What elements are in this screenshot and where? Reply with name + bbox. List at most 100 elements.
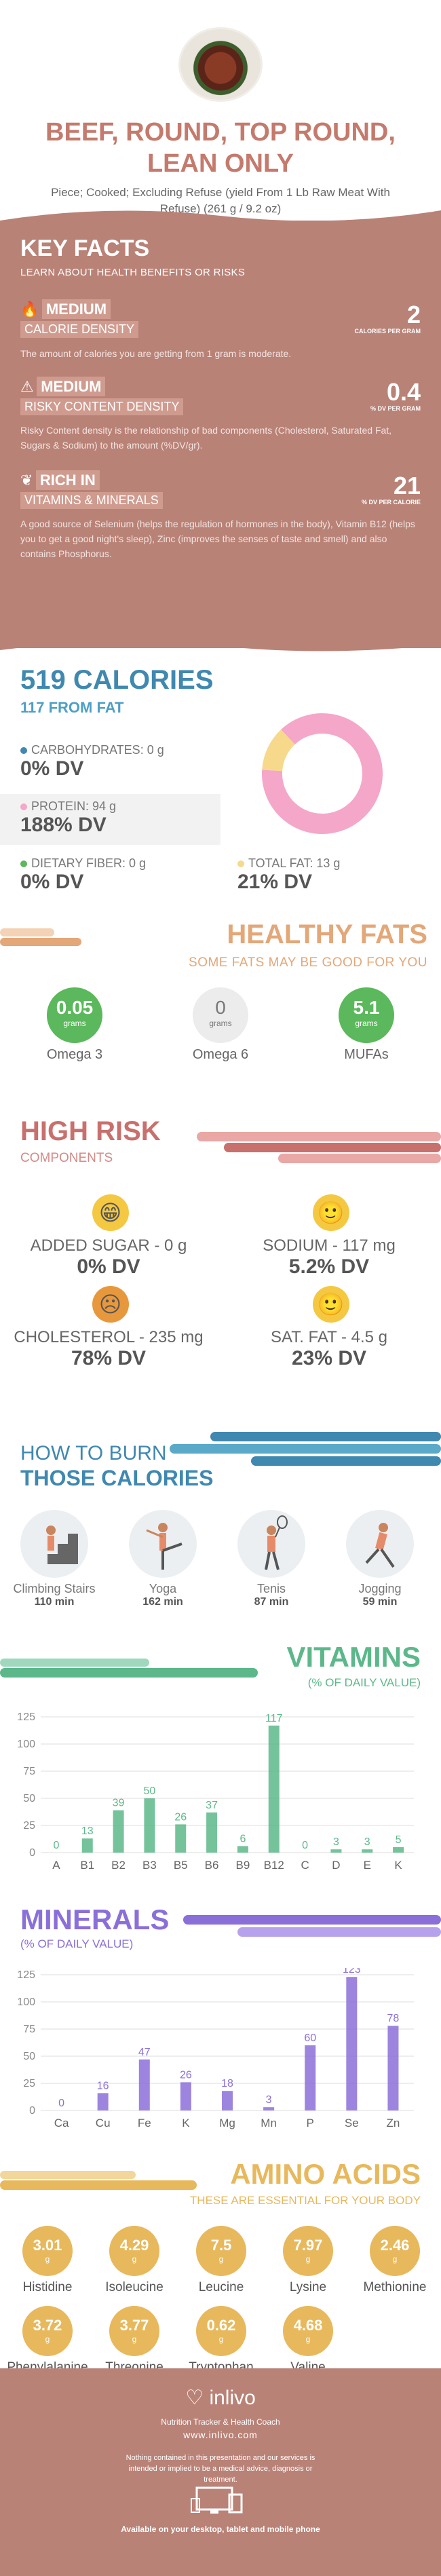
vitamins-value-label: 50 <box>144 1785 156 1797</box>
amino-unit: g <box>392 2254 398 2264</box>
minerals-value-label: 26 <box>180 2069 192 2081</box>
stairs-icon <box>20 1510 88 1578</box>
vitamins-bar <box>144 1798 155 1853</box>
sat-fat-label: SAT. FAT - 4.5 g <box>270 1328 388 1346</box>
amino-name: Isoleucine <box>105 2280 164 2294</box>
footer: ♡ inlivo Nutrition Tracker & Health Coac… <box>0 2368 441 2576</box>
amino-circle: 4.68 g <box>283 2306 333 2356</box>
burn-title-line2: THOSE CALORIES <box>20 1466 214 1490</box>
calorie-density-level: MEDIUM <box>41 299 111 319</box>
vitamins-xtick: B3 <box>142 1859 157 1872</box>
vitamins-xtick: B6 <box>205 1859 219 1872</box>
added-sugar-label: ADDED SUGAR - 0 g <box>30 1236 187 1255</box>
tennis-minutes: 87 min <box>254 1596 289 1608</box>
vitamins-value-label: 117 <box>265 1713 283 1724</box>
yoga-minutes: 162 min <box>142 1596 183 1608</box>
carbs-dot-icon <box>20 747 27 755</box>
vitamins-xtick: K <box>394 1859 402 1872</box>
vitamins-ytick: 25 <box>23 1820 35 1832</box>
vitamins-xtick: C <box>301 1859 309 1872</box>
minerals-bar <box>222 2091 233 2110</box>
risky-density-label: RISKY CONTENT DENSITY <box>20 398 184 415</box>
amino-value: 4.68 <box>293 2317 323 2334</box>
amino-value: 4.29 <box>119 2237 149 2254</box>
vitamins-value-label: 37 <box>206 1800 218 1811</box>
minerals-value-label: 18 <box>221 2078 233 2089</box>
minerals-title: MINERALS <box>20 1903 170 1935</box>
vitamins-xtick: B5 <box>174 1859 188 1872</box>
vitamins-ytick: 0 <box>29 1847 35 1859</box>
fiber-dot-icon <box>20 860 27 868</box>
vitamins-value-label: 0 <box>53 1840 59 1851</box>
vitamins-bar <box>268 1725 280 1853</box>
omega3-unit: grams <box>63 1019 86 1028</box>
vitamins-value-label: 5 <box>396 1834 402 1846</box>
amino-circle: 4.29 g <box>109 2226 159 2276</box>
amino-unit: g <box>218 2254 224 2264</box>
amino-unit: g <box>45 2254 50 2264</box>
vitamins-title: VITAMINS <box>286 1641 421 1673</box>
minerals-xtick: Fe <box>138 2117 151 2129</box>
risky-density-value: 0.4 <box>386 378 421 406</box>
amino-unit: g <box>305 2254 311 2264</box>
amino-item: 3.77 g Threonine <box>90 2306 178 2375</box>
carbs-value: 0% DV <box>20 757 84 780</box>
minerals-xtick: P <box>307 2117 314 2129</box>
amino-item: 7.97 g Lysine <box>264 2226 352 2295</box>
mufas-unit: grams <box>355 1019 378 1028</box>
amino-title: AMINO ACIDS <box>230 2158 421 2190</box>
vitamins-value-label: 39 <box>113 1798 125 1809</box>
tennis-icon <box>237 1510 305 1578</box>
vitamins-bar <box>175 1824 187 1853</box>
minerals-ytick: 125 <box>17 1969 35 1981</box>
protein-block: PROTEIN: 94 g 188% DV <box>20 799 116 837</box>
sodium-item: 🙂 SODIUM - 117 mg 5.2% DV <box>220 1194 441 1278</box>
minerals-bar-chart: 0 25 50 75 100 125 0 Ca 16 Cu 47 Fe 26 K 18 Mg 3 Mn 60 P 123… <box>17 1968 414 2129</box>
footer-url[interactable]: www.inlivo.com <box>183 2429 258 2440</box>
calorie-density-block: 🔥 MEDIUM CALORIE DENSITY <box>20 299 139 338</box>
footer-disclaimer: Nothing contained in this presentation a… <box>126 2454 315 2484</box>
minerals-subtitle: (% OF DAILY VALUE) <box>20 1937 134 1950</box>
food-photo <box>178 27 263 102</box>
amino-unit: g <box>305 2334 311 2344</box>
amino-unit: g <box>132 2254 137 2264</box>
amino-value: 3.77 <box>119 2317 149 2334</box>
vitamins-rich-block: ❦ RICH IN VITAMINS & MINERALS <box>20 470 163 509</box>
vitamins-bar <box>237 1846 248 1853</box>
minerals-value-label: 60 <box>304 2032 316 2044</box>
amino-value: 3.01 <box>33 2237 62 2254</box>
smile-face-icon: 🙂 <box>312 1194 349 1231</box>
vitamins-value-label: 0 <box>302 1840 308 1851</box>
minerals-bar <box>387 2026 399 2110</box>
vitamins-value-label: 6 <box>239 1833 246 1844</box>
amino-name: Methionine <box>363 2280 427 2294</box>
calories-from-fat: 117 FROM FAT <box>20 699 124 716</box>
risky-density-unit: % DV PER GRAM <box>370 405 421 412</box>
minerals-ytick: 0 <box>29 2105 35 2117</box>
amino-circle: 7.5 g <box>196 2226 246 2276</box>
amino-item: 2.46 g Methionine <box>351 2226 439 2295</box>
amino-value: 0.62 <box>206 2317 236 2334</box>
amino-bars <box>0 2171 197 2190</box>
omega3-item: 0.05 grams Omega 3 <box>27 987 122 1063</box>
fiber-value: 0% DV <box>20 871 84 893</box>
sodium-dv: 5.2% DV <box>288 1255 370 1278</box>
fiber-label: DIETARY FIBER: 0 g <box>31 856 147 870</box>
omega3-circle: 0.05 grams <box>47 987 102 1043</box>
minerals-ytick: 50 <box>23 2051 35 2062</box>
vitamins-xtick: B12 <box>264 1859 284 1872</box>
activity-jogging: Jogging 59 min <box>329 1510 431 1608</box>
amino-circle: 3.77 g <box>109 2306 159 2356</box>
stairs-minutes: 110 min <box>34 1596 75 1608</box>
minerals-ytick: 75 <box>23 2024 35 2035</box>
omega6-value: 0 <box>215 997 226 1018</box>
vitamins-xtick: E <box>364 1859 371 1872</box>
calories-donut-chart <box>262 713 383 834</box>
amino-value: 7.97 <box>293 2237 323 2254</box>
footer-tagline: Nutrition Tracker & Health Coach <box>161 2417 280 2427</box>
yoga-label: Yoga <box>149 1582 177 1595</box>
leaf-icon: ❦ <box>20 472 33 489</box>
protein-value: 188% DV <box>20 814 107 836</box>
footer-brand: ♡ inlivo <box>0 2386 441 2410</box>
donut-protein-slice <box>262 713 383 834</box>
